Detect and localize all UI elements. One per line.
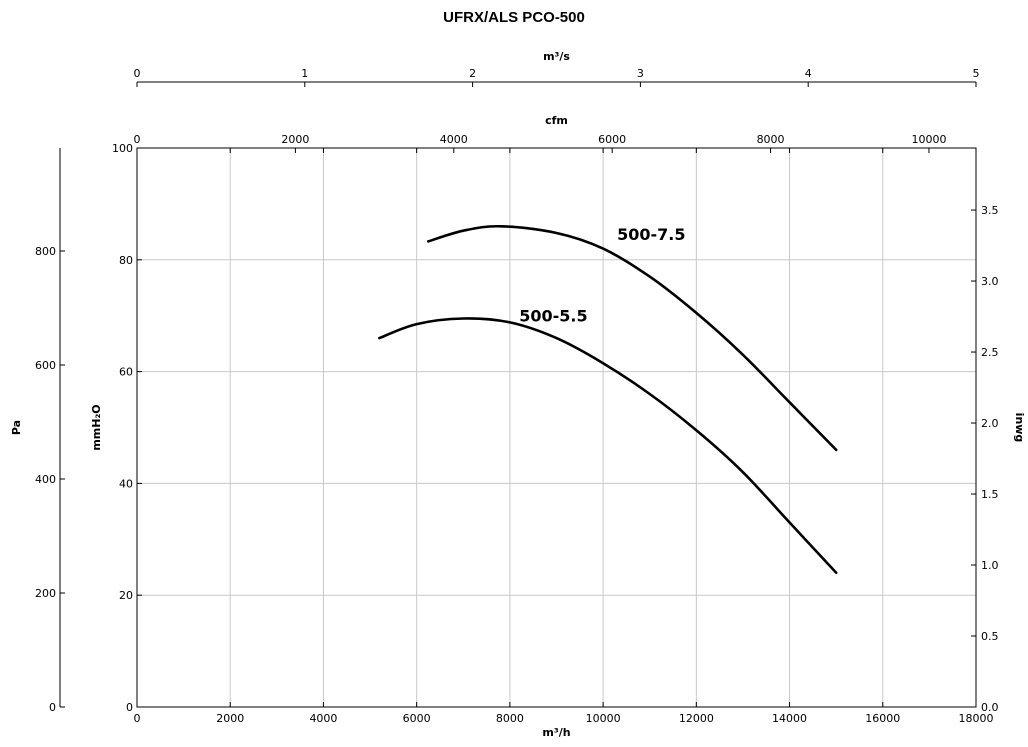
inwg-tick-label: 3.0: [981, 275, 999, 288]
series-line-500-5.5: [378, 317, 838, 575]
cfm-tick-label: 0: [134, 133, 141, 146]
pa-tick-label: 400: [35, 473, 56, 486]
inwg-tick-label: 1.5: [981, 488, 999, 501]
y-tick-label: 100: [112, 142, 133, 155]
m3s-tick-label: 4: [805, 67, 812, 80]
x-tick-label: 6000: [403, 712, 431, 725]
inwg-tick-label: 0.0: [981, 701, 999, 714]
cfm-tick-label: 2000: [281, 133, 309, 146]
inwg-tick-label: 2.5: [981, 346, 999, 359]
inwg-tick-label: 1.0: [981, 559, 999, 572]
cfm-tick-label: 10000: [911, 133, 946, 146]
cfm-axis-title: cfm: [545, 114, 568, 127]
y-tick-label: 40: [119, 477, 133, 490]
axes: 0 2000 4000 6000 8000 10000 12000 14000 16000 180…: [10, 50, 1026, 739]
m3s-axis-title: m³/s: [543, 50, 570, 63]
cfm-tick-label: 6000: [598, 133, 626, 146]
series-line-500-7.5: [427, 224, 838, 452]
series-label-500-5.5: 500-5.5: [519, 306, 587, 325]
m3s-tick-label: 0: [134, 67, 141, 80]
m3s-tick-label: 3: [637, 67, 644, 80]
series-group: 500-7.5 500-5.5: [378, 224, 838, 575]
x-tick-label: 18000: [959, 712, 994, 725]
x-tick-label: 2000: [216, 712, 244, 725]
x-tick-label: 8000: [496, 712, 524, 725]
pa-tick-label: 0: [49, 701, 56, 714]
y-tick-label: 60: [119, 366, 133, 379]
inwg-tick-label: 3.5: [981, 204, 999, 217]
x-tick-label: 4000: [309, 712, 337, 725]
cfm-tick-label: 8000: [757, 133, 785, 146]
y-tick-label: 0: [126, 701, 133, 714]
pa-tick-label: 200: [35, 587, 56, 600]
x-axis-title: m³/h: [542, 726, 570, 739]
y-tick-label: 80: [119, 254, 133, 267]
cfm-tick-label: 4000: [440, 133, 468, 146]
m3s-tick-label: 1: [301, 67, 308, 80]
inwg-tick-label: 2.0: [981, 417, 999, 430]
y-axis-title: mmH₂O: [90, 404, 103, 450]
x-tick-label: 12000: [679, 712, 714, 725]
x-tick-label: 0: [134, 712, 141, 725]
pa-tick-label: 800: [35, 245, 56, 258]
x-tick-label: 10000: [586, 712, 621, 725]
series-label-500-7.5: 500-7.5: [617, 225, 685, 244]
x-tick-label: 14000: [772, 712, 807, 725]
inwg-tick-label: 0.5: [981, 630, 999, 643]
plot-frame: [136, 147, 977, 708]
pa-axis-title: Pa: [10, 420, 23, 435]
pa-tick-label: 600: [35, 359, 56, 372]
chart-title: UFRX/ALS PCO-500: [443, 9, 585, 26]
y-tick-label: 20: [119, 589, 133, 602]
x-tick-label: 16000: [865, 712, 900, 725]
m3s-tick-label: 5: [973, 67, 980, 80]
inwg-axis-title: inwg: [1013, 413, 1026, 443]
grid: [137, 148, 976, 707]
m3s-tick-label: 2: [469, 67, 476, 80]
